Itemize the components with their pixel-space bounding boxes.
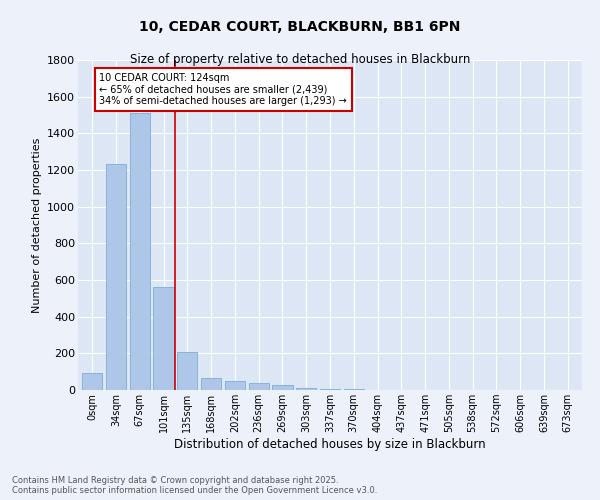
X-axis label: Distribution of detached houses by size in Blackburn: Distribution of detached houses by size …	[174, 438, 486, 451]
Bar	[272, 384, 293, 390]
Text: 10, CEDAR COURT, BLACKBURN, BB1 6PN: 10, CEDAR COURT, BLACKBURN, BB1 6PN	[139, 20, 461, 34]
Bar	[177, 352, 197, 390]
Bar	[130, 113, 150, 390]
Text: Size of property relative to detached houses in Blackburn: Size of property relative to detached ho…	[130, 52, 470, 66]
Bar	[248, 383, 269, 390]
Bar	[154, 288, 173, 390]
Bar	[82, 372, 103, 390]
Bar	[296, 388, 316, 390]
Text: 10 CEDAR COURT: 124sqm
← 65% of detached houses are smaller (2,439)
34% of semi-: 10 CEDAR COURT: 124sqm ← 65% of detached…	[100, 73, 347, 106]
Bar	[225, 381, 245, 390]
Bar	[201, 378, 221, 390]
Text: Contains HM Land Registry data © Crown copyright and database right 2025.
Contai: Contains HM Land Registry data © Crown c…	[12, 476, 377, 495]
Bar	[106, 164, 126, 390]
Bar	[320, 389, 340, 390]
Y-axis label: Number of detached properties: Number of detached properties	[32, 138, 41, 312]
